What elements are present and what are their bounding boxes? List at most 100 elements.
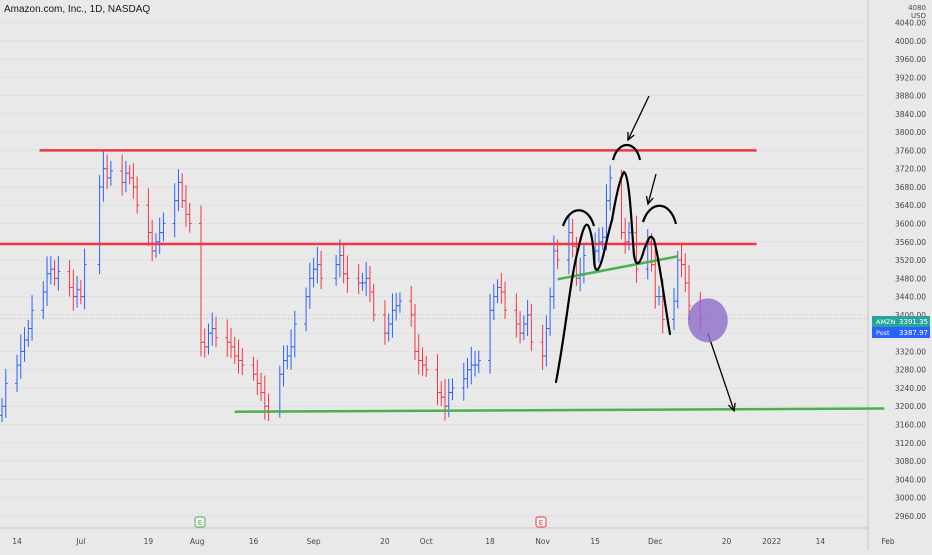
ohlc-bar bbox=[319, 250, 324, 290]
ohlc-bar bbox=[345, 255, 350, 293]
y-tick-label: 4040.00 bbox=[895, 19, 926, 28]
ohlc-bar bbox=[315, 246, 320, 284]
x-tick-label: 18 bbox=[485, 537, 495, 546]
y-tick-label: 3080.00 bbox=[895, 457, 926, 466]
ohlc-bar bbox=[3, 368, 8, 418]
time-axis[interactable]: 14 Jul 19 Aug 16 Sep 20 Oct 18 Nov 15 Dec 20 2022 14 Fe… bbox=[12, 537, 895, 546]
price-tags: AMZN 3391.35 Post 3387.97 bbox=[872, 316, 930, 338]
price-tag-symbol: AMZN bbox=[876, 318, 896, 326]
ohlc-bar bbox=[41, 281, 46, 320]
ohlc-bar bbox=[210, 312, 215, 346]
head-arrow bbox=[627, 95, 650, 142]
ohlc-bar bbox=[514, 293, 519, 338]
y-tick-label: 3520.00 bbox=[895, 256, 926, 265]
amzn-price-tag: AMZN 3391.35 bbox=[872, 316, 930, 327]
ohlc-bar bbox=[360, 272, 365, 291]
ohlc-bar bbox=[412, 303, 417, 361]
ohlc-bar bbox=[213, 316, 218, 348]
price-axis-top-fragment: 4080 bbox=[908, 4, 926, 12]
arrow-shaft bbox=[627, 95, 650, 141]
ohlc-bar bbox=[71, 269, 76, 311]
x-tick-label: 2022 bbox=[762, 537, 781, 546]
price-axis-unit: 4080 USD bbox=[908, 4, 926, 20]
ohlc-bar bbox=[120, 154, 125, 196]
ohlc-bar bbox=[499, 272, 504, 304]
ohlc-bar bbox=[150, 219, 155, 262]
y-tick-label: 3880.00 bbox=[895, 92, 926, 101]
ohlc-bar bbox=[386, 313, 391, 342]
ohlc-bar bbox=[262, 375, 267, 420]
y-tick-label: 3960.00 bbox=[895, 55, 926, 64]
y-tick-label: 3320.00 bbox=[895, 347, 926, 356]
ohlc-bar bbox=[251, 356, 256, 381]
arrow-shaft bbox=[647, 173, 657, 205]
ohlc-bar bbox=[435, 354, 440, 405]
ohlc-bar bbox=[101, 150, 106, 202]
ohlc-bar bbox=[311, 257, 316, 288]
y-tick-label: 3840.00 bbox=[895, 110, 926, 119]
price-tag-box bbox=[872, 327, 930, 338]
ohlc-bar bbox=[548, 287, 553, 336]
price-tag-symbol: Post bbox=[876, 329, 890, 337]
y-tick-label: 3560.00 bbox=[895, 238, 926, 247]
ohlc-bar bbox=[653, 249, 658, 309]
ohlc-bar bbox=[551, 235, 556, 310]
drawings bbox=[0, 95, 885, 413]
ohlc-bar bbox=[206, 323, 211, 355]
ohlc-bar bbox=[135, 176, 140, 214]
ohlc-bar bbox=[337, 239, 342, 278]
ohlc-bar bbox=[529, 303, 534, 352]
x-tick-label: 14 bbox=[12, 537, 22, 546]
x-tick-label: Nov bbox=[535, 537, 550, 546]
ohlc-bar bbox=[255, 359, 260, 396]
ohlc-bar bbox=[544, 315, 549, 367]
x-tick-label: 20 bbox=[380, 537, 390, 546]
y-tick-label: 3760.00 bbox=[895, 146, 926, 155]
ohlc-bar bbox=[183, 185, 188, 227]
arrow-shaft bbox=[707, 332, 735, 412]
ohlc-bar bbox=[367, 265, 372, 302]
x-tick-label: Dec bbox=[648, 537, 663, 546]
ohlc-bar bbox=[443, 379, 447, 421]
ohlc-bar bbox=[266, 393, 271, 422]
x-tick-label: Jul bbox=[75, 537, 85, 546]
ohlc-bar bbox=[131, 163, 136, 199]
ohlc-bar bbox=[176, 169, 181, 212]
y-tick-label: 3160.00 bbox=[895, 421, 926, 430]
ohlc-bar bbox=[600, 227, 605, 250]
ohlc-bar bbox=[683, 253, 688, 293]
head-arc bbox=[611, 143, 642, 161]
ohlc-bar bbox=[285, 345, 290, 370]
price-axis[interactable]: 2960.00 3000.00 3040.00 3080.00 3120.00 3160.… bbox=[895, 19, 926, 521]
ohlc-bar bbox=[495, 279, 500, 304]
ohlc-bar bbox=[469, 346, 474, 385]
target-arrow bbox=[707, 332, 736, 413]
ohlc-bar bbox=[157, 217, 162, 254]
y-tick-label: 3920.00 bbox=[895, 73, 926, 82]
ohlc-bar bbox=[390, 293, 395, 338]
earnings-badge-box bbox=[194, 516, 206, 528]
chart-title: Amazon.com, Inc., 1D, NASDAQ bbox=[4, 4, 151, 15]
y-tick-label: 3720.00 bbox=[895, 165, 926, 174]
y-tick-label: 3640.00 bbox=[895, 201, 926, 210]
ohlc-bar bbox=[292, 310, 297, 358]
ohlc-bar bbox=[304, 287, 309, 332]
ohlc-bar bbox=[48, 255, 53, 285]
ohlc-bar bbox=[236, 339, 241, 374]
ohlc-bar bbox=[56, 255, 61, 291]
y-tick-label: 3600.00 bbox=[895, 220, 926, 229]
ohlc-bar bbox=[672, 287, 677, 331]
price-bars bbox=[0, 150, 703, 422]
ohlc-bar bbox=[22, 327, 27, 362]
x-tick-label: 16 bbox=[249, 537, 259, 546]
ohlc-bar bbox=[503, 281, 508, 319]
ohlc-bar bbox=[476, 350, 481, 374]
ohlc-bar bbox=[75, 276, 80, 308]
ohlc-bar bbox=[649, 233, 654, 272]
y-tick-label: 2960.00 bbox=[895, 512, 926, 521]
ohlc-bar bbox=[626, 222, 631, 251]
y-tick-label: 3680.00 bbox=[895, 183, 926, 192]
